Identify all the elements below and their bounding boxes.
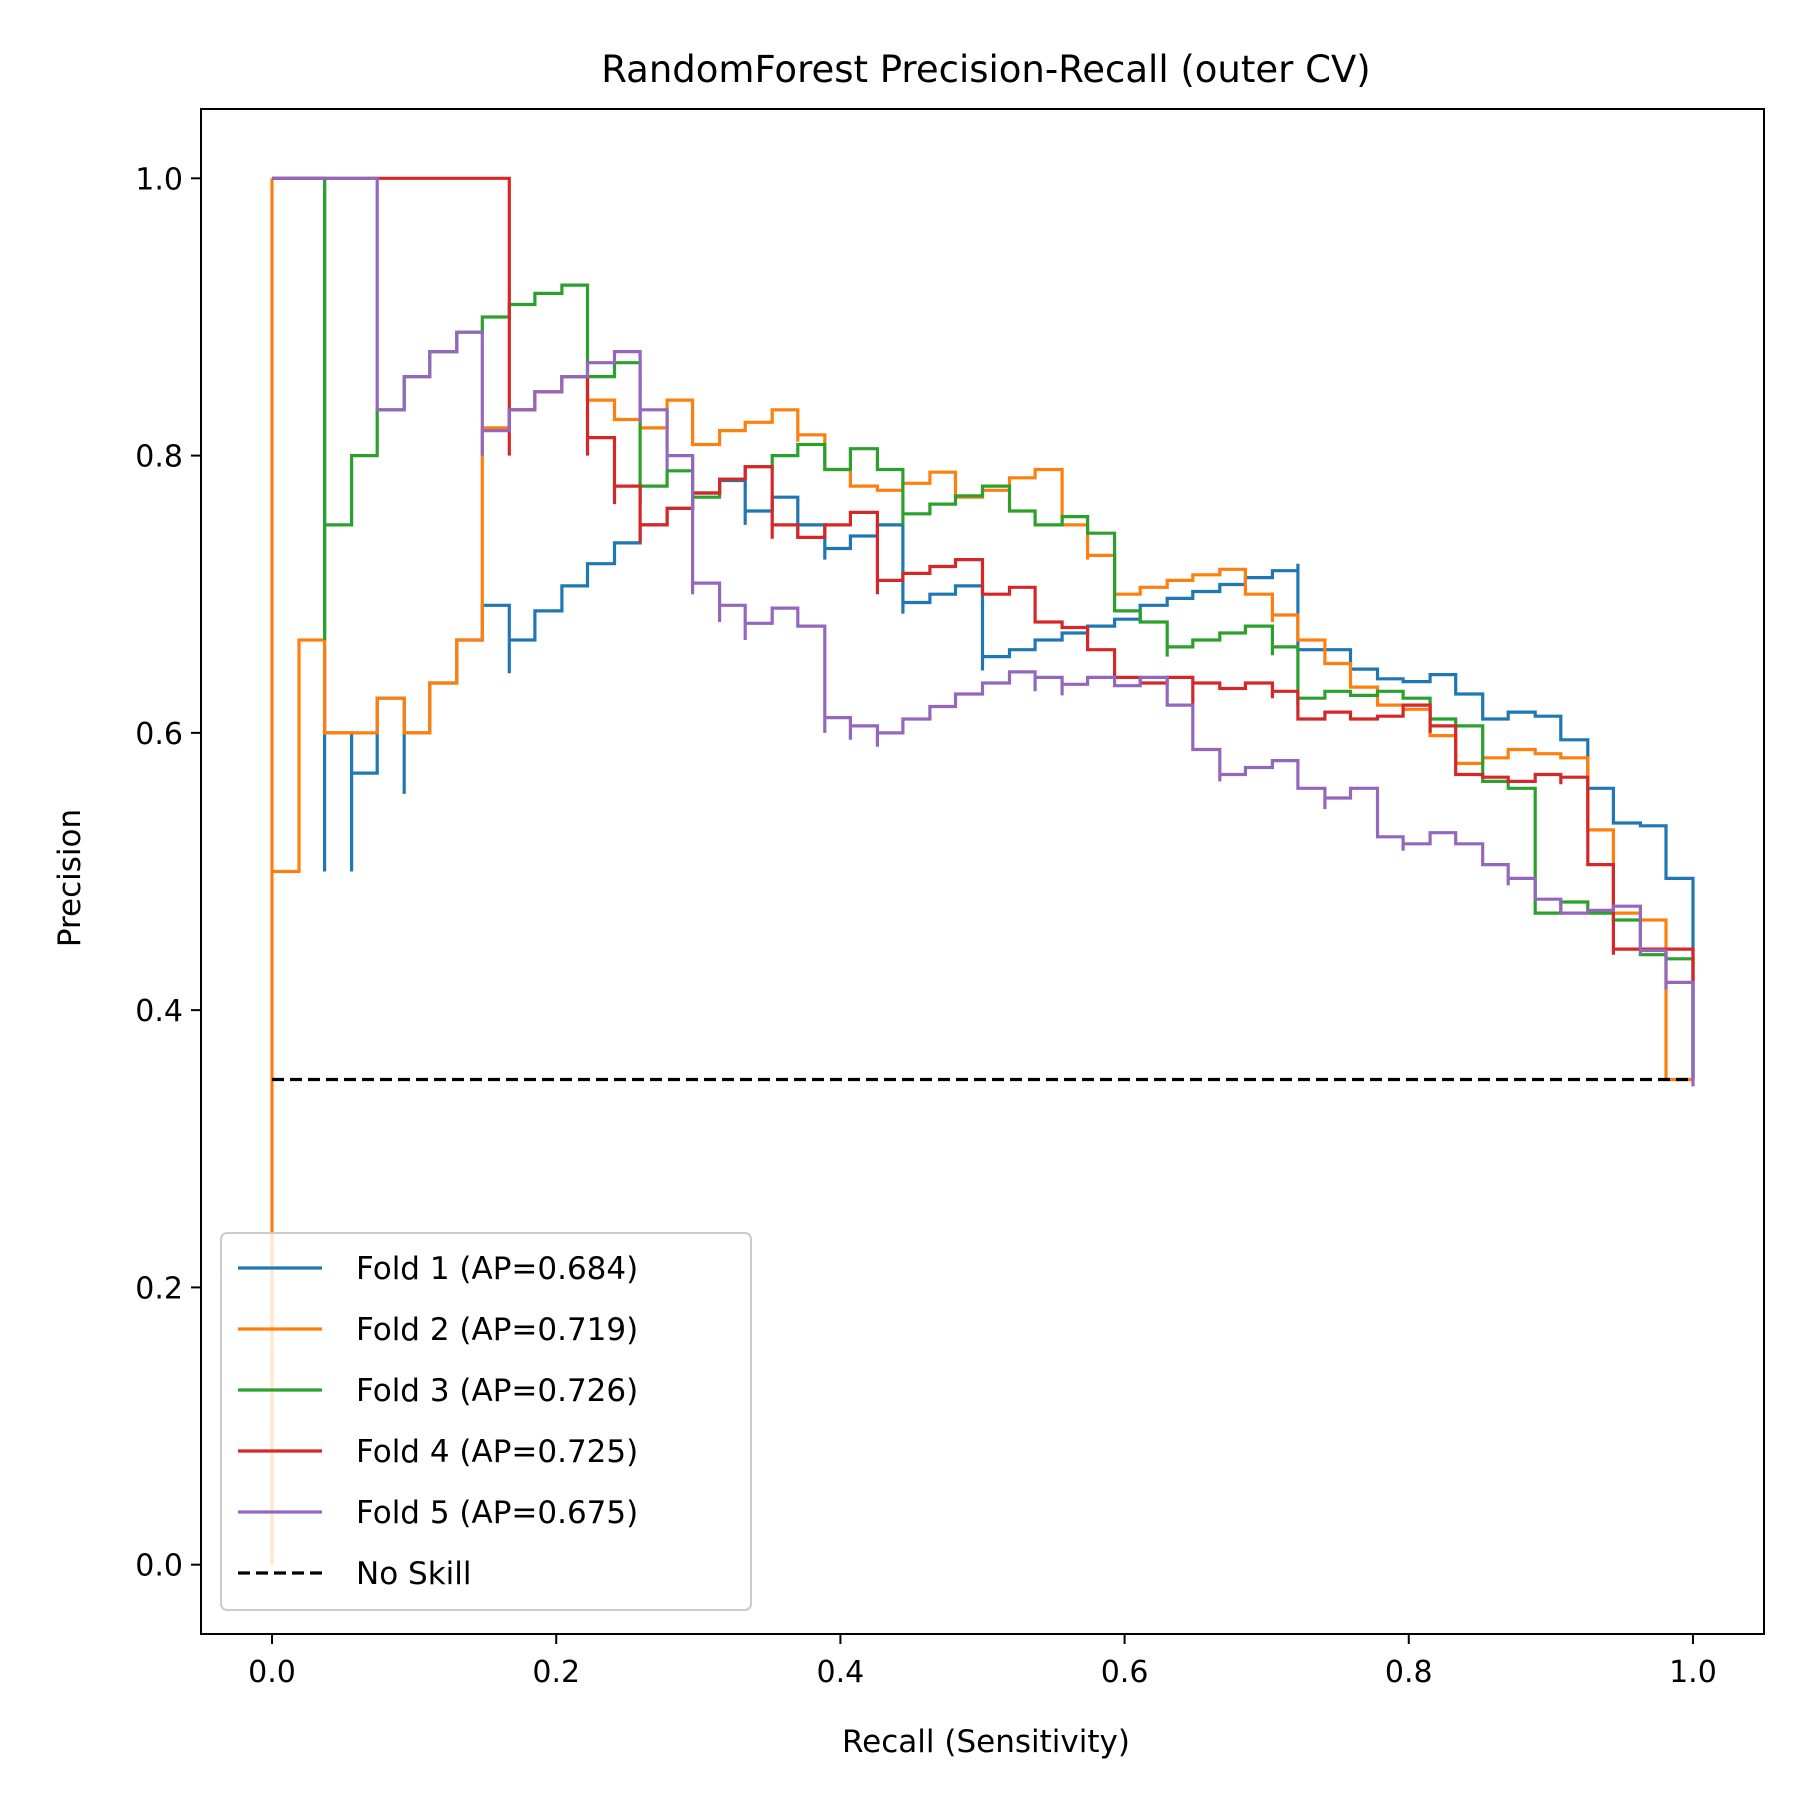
legend-label: Fold 1 (AP=0.684) <box>356 1251 638 1287</box>
y-tick-label: 0.6 <box>135 717 183 752</box>
y-tick-label: 1.0 <box>135 162 183 197</box>
legend-label: Fold 2 (AP=0.719) <box>356 1312 638 1348</box>
x-tick-label: 0.4 <box>817 1655 865 1690</box>
x-tick-label: 0.0 <box>248 1655 296 1690</box>
axes: 0.0 0.2 0.4 0.6 0.8 1.0 0.0 0.2 0.4 0.6 0.8 1.0 <box>135 108 1765 1690</box>
series-line-fold-5 <box>272 176 1695 1087</box>
chart-title: RandomForest Precision-Recall (outer CV) <box>601 48 1370 91</box>
legend-label: Fold 5 (AP=0.675) <box>356 1495 638 1531</box>
y-axis-label: Precision <box>52 809 88 947</box>
x-tick-label: 1.0 <box>1669 1655 1717 1690</box>
series-line-fold-4 <box>272 176 1695 1080</box>
y-tick-label: 0.4 <box>135 994 183 1029</box>
plot-area <box>270 176 1695 1565</box>
x-axis-label: Recall (Sensitivity) <box>842 1724 1130 1760</box>
x-tick-label: 0.8 <box>1385 1655 1433 1690</box>
y-tick-label: 0.8 <box>135 440 183 475</box>
series-line-fold-1 <box>272 176 1695 1080</box>
y-tick-label: 0.0 <box>135 1549 183 1584</box>
legend: Fold 1 (AP=0.684) Fold 2 (AP=0.719) Fold 3… <box>220 1232 752 1611</box>
x-tick-label: 0.2 <box>532 1655 580 1690</box>
x-tick-label: 0.6 <box>1101 1655 1149 1690</box>
legend-label: Fold 3 (AP=0.726) <box>356 1373 638 1409</box>
y-tick-label: 0.2 <box>135 1271 183 1306</box>
legend-label: Fold 4 (AP=0.725) <box>356 1434 638 1470</box>
plot-frame <box>200 108 1765 1635</box>
legend-box <box>220 1232 752 1611</box>
legend-label: No Skill <box>356 1556 471 1592</box>
